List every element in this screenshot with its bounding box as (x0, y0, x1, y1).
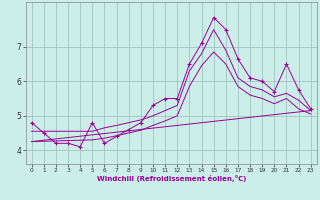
X-axis label: Windchill (Refroidissement éolien,°C): Windchill (Refroidissement éolien,°C) (97, 175, 246, 182)
